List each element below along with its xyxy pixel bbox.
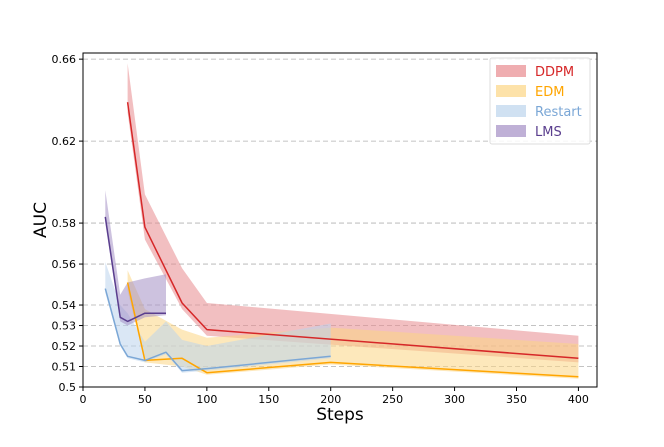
legend-swatch-lms: [496, 125, 526, 137]
x-tick-label: 250: [382, 393, 403, 406]
plot-frame: [82, 52, 598, 388]
y-tick-label: 0.5: [59, 381, 77, 394]
y-tick-label: 0.66: [52, 53, 77, 66]
y-tick-label: 0.56: [52, 258, 77, 271]
x-tick-label: 150: [258, 393, 279, 406]
y-tick-label: 0.54: [52, 299, 77, 312]
legend-label-edm: EDM: [535, 85, 564, 100]
edm-line: [126, 282, 579, 378]
x-tick-label: 0: [80, 393, 87, 406]
legend-label-ddpm: DDPM: [535, 65, 574, 80]
x-tick-label: 300: [444, 393, 465, 406]
legend-swatch-edm: [496, 85, 526, 97]
x-tick-label: 50: [138, 393, 152, 406]
x-tick-label: 350: [506, 393, 527, 406]
legend-swatch-ddpm: [496, 65, 526, 77]
x-axis-label: Steps: [316, 405, 364, 425]
restart-line: [104, 288, 331, 372]
legend-swatch-restart: [496, 105, 526, 117]
ddpm-band: [127, 63, 579, 363]
ddpm-line: [126, 102, 579, 360]
x-tick-label: 400: [568, 393, 589, 406]
line-layer: [104, 102, 579, 378]
legend-label-lms: LMS: [535, 125, 562, 140]
lms-band: [105, 190, 166, 326]
legend-items: DDPM EDM Restart LMS: [496, 65, 582, 140]
legend-label-restart: Restart: [535, 105, 582, 120]
y-tick-label: 0.52: [52, 340, 77, 353]
legend-frame: [489, 57, 591, 145]
legend: DDPM EDM Restart LMS: [489, 57, 591, 145]
y-axis-label: AUC: [31, 202, 51, 238]
y-tick-label: 0.58: [52, 217, 77, 230]
x-tick-label: 100: [196, 393, 217, 406]
y-tick-label: 0.51: [52, 361, 77, 374]
band-layer: [105, 63, 579, 379]
y-tick-label: 0.53: [52, 320, 77, 333]
y-tick-label: 0.62: [52, 135, 77, 148]
lms-line: [104, 216, 166, 323]
x-tick-label: 200: [320, 393, 341, 406]
restart-band: [105, 262, 331, 373]
axis-layer: 0.5 0.51 0.52 0.53 0.54 0.56 0.58 0.62 0.66 0 50 10…: [52, 53, 589, 406]
